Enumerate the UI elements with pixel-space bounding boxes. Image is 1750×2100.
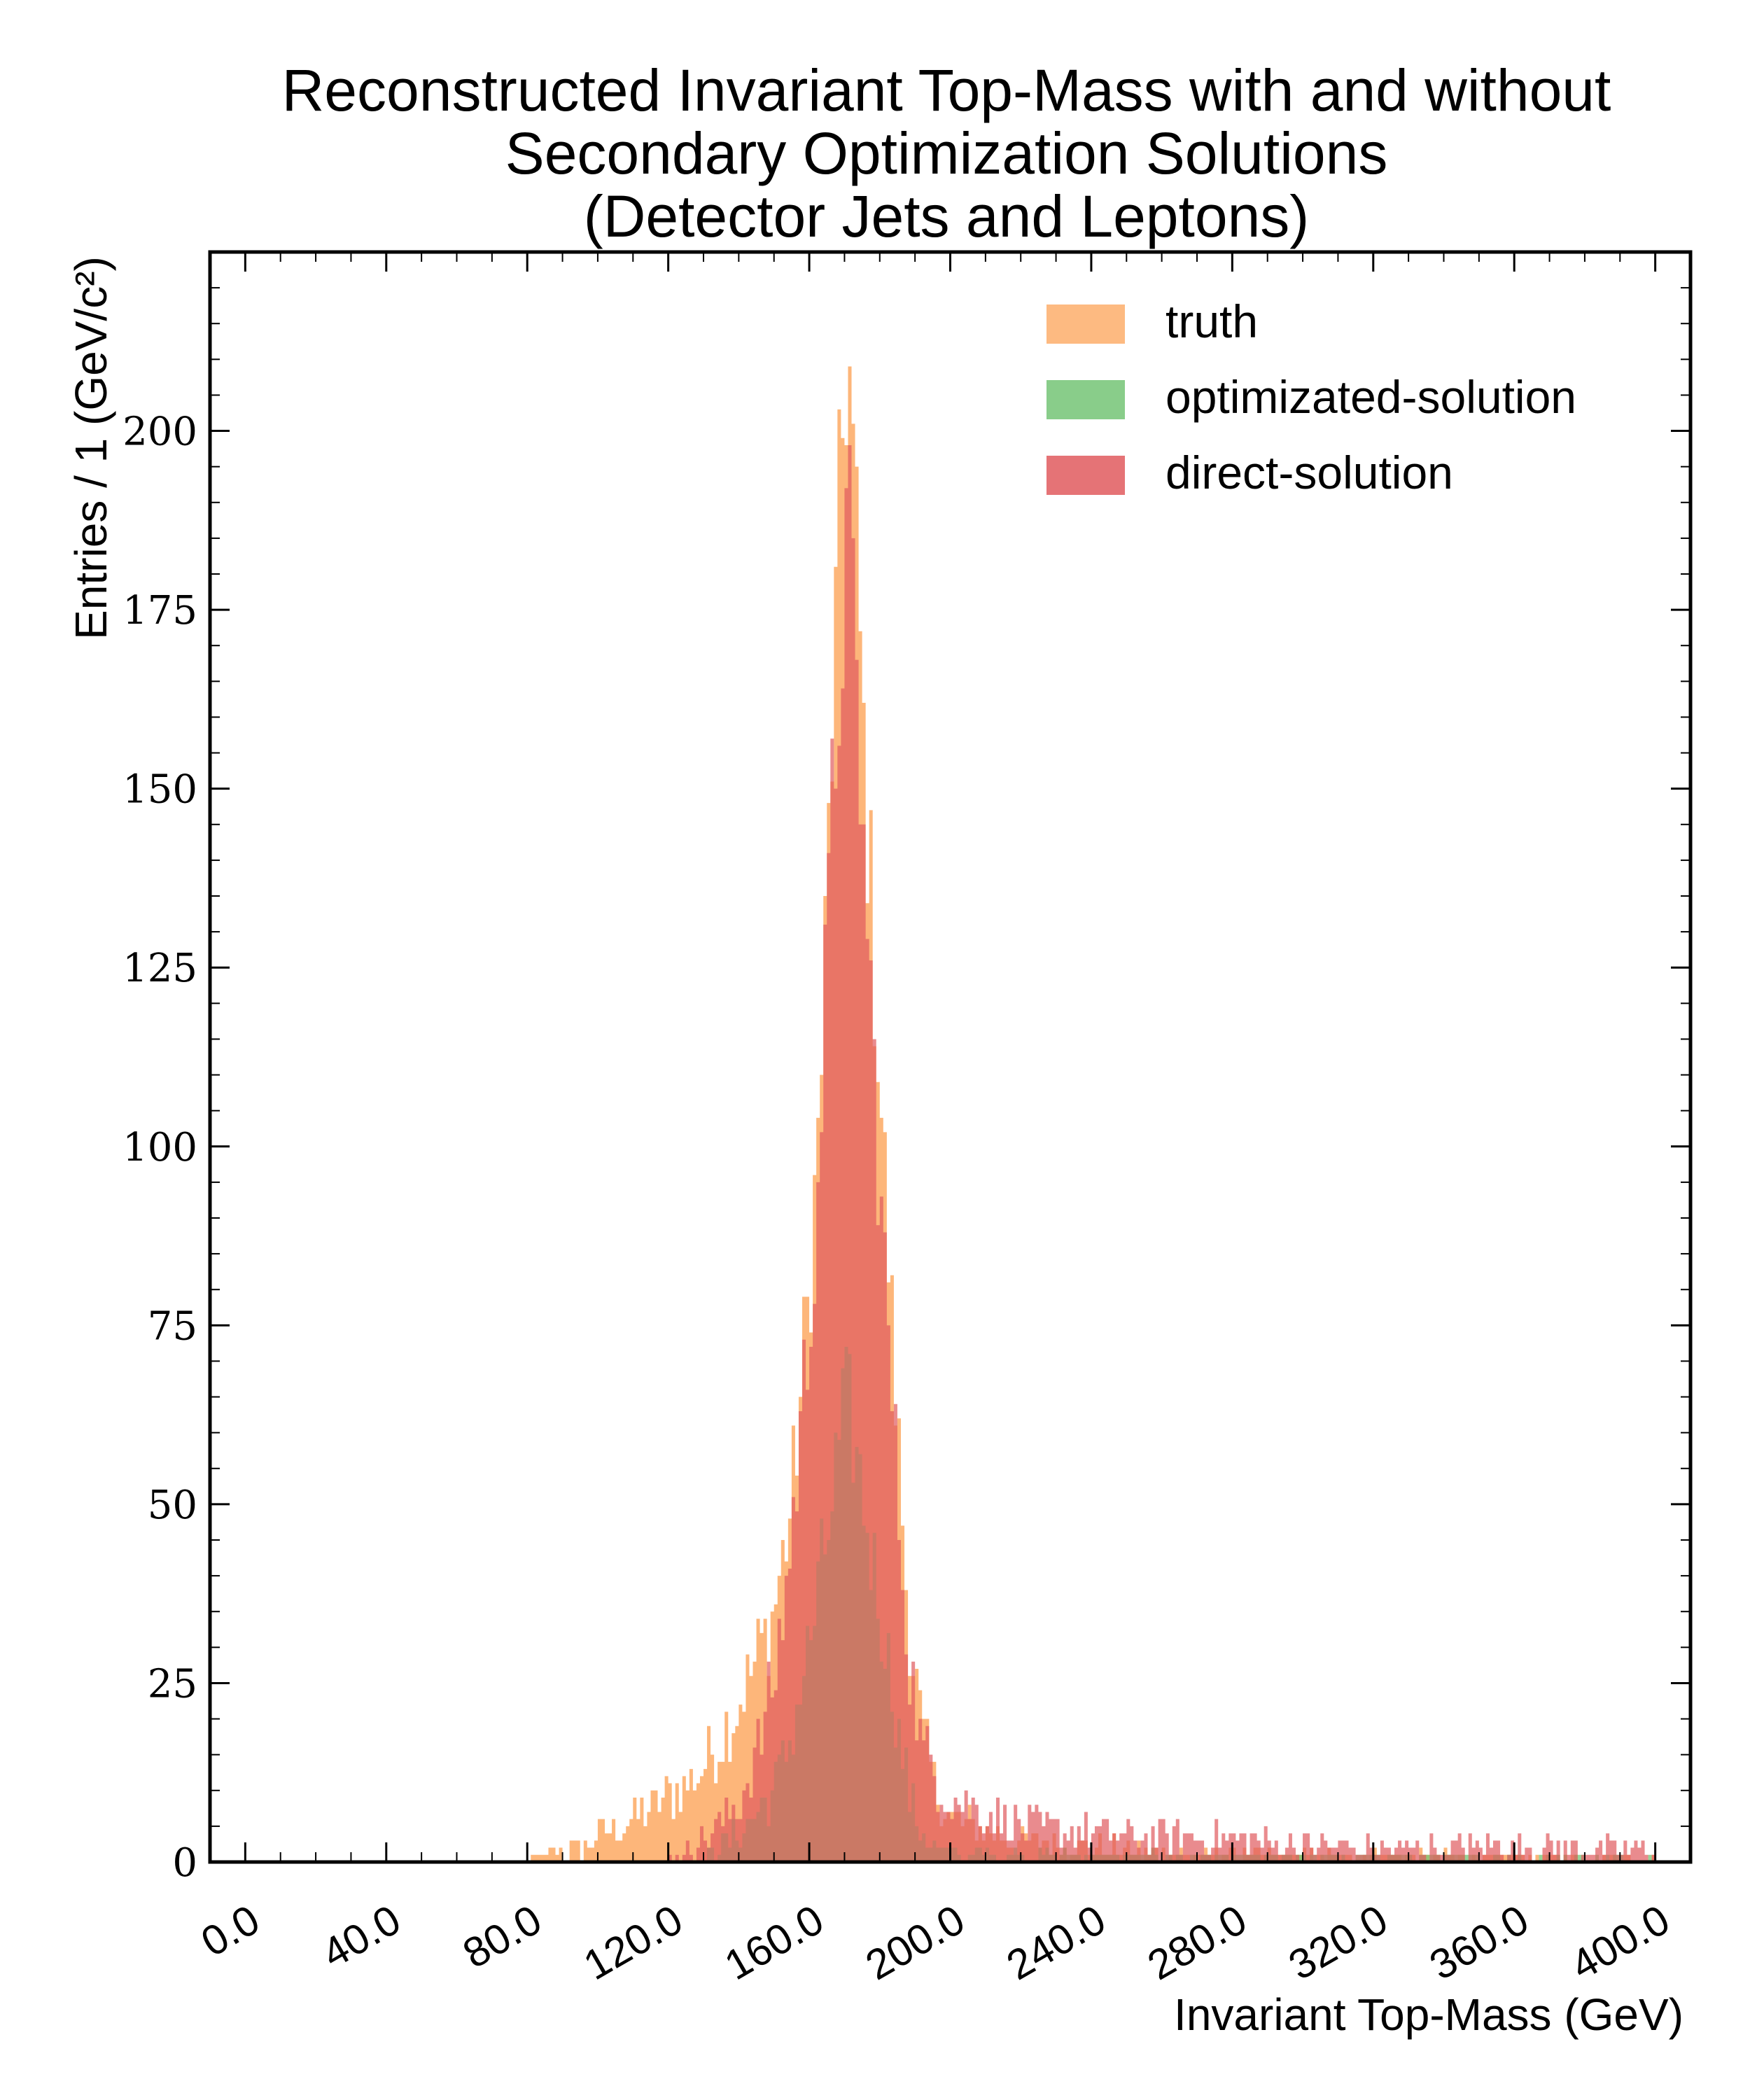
legend-swatch-truth [1046, 304, 1125, 344]
series-bars-truth [531, 366, 1656, 1862]
axis-ticks [210, 252, 1690, 1863]
xtick-label: 0.0 [193, 1896, 267, 1966]
ytick-label: 150 [122, 767, 197, 813]
histogram-bars [531, 366, 1656, 1862]
legend-label-optimizated-solution: optimizated-solution [1166, 371, 1576, 423]
y-tick-labels: 0 25 50 75 100 125 150 175 200 [122, 410, 197, 1886]
legend-swatch-direct-solution [1046, 456, 1125, 495]
y-axis-label-text: Entries / 1 (GeV/c²) [66, 256, 116, 640]
ytick-label: 0 [172, 1840, 197, 1886]
ytick-label: 175 [122, 588, 197, 634]
plot-frame [208, 250, 1693, 1864]
title-line-1: Reconstructed Invariant Top-Mass with an… [282, 57, 1611, 123]
chart-title: Reconstructed Invariant Top-Mass with an… [282, 57, 1611, 249]
title-line-3: (Detector Jets and Leptons) [584, 183, 1310, 249]
legend-label-direct-solution: direct-solution [1166, 447, 1453, 498]
xtick-label: 120.0 [576, 1896, 691, 1989]
xtick-label: 280.0 [1140, 1896, 1254, 1989]
ytick-label: 100 [122, 1125, 197, 1170]
ytick-label: 50 [148, 1483, 197, 1528]
legend-swatch-optimizated-solution [1046, 380, 1125, 419]
legend: truth optimizated-solution direct-solution [1046, 295, 1576, 498]
xtick-label: 240.0 [999, 1896, 1114, 1989]
ytick-label: 200 [122, 410, 197, 455]
xtick-label: 160.0 [717, 1896, 832, 1989]
xtick-label: 360.0 [1422, 1896, 1536, 1989]
xtick-label: 200.0 [858, 1896, 972, 1989]
series-bars-direct-solution [668, 445, 1656, 1862]
x-tick-labels: 0.0 40.0 80.0 120.0 160.0 200.0 240.0 280.0 320.… [193, 1896, 1677, 1989]
x-axis-label: Invariant Top-Mass (GeV) [1174, 1989, 1684, 2040]
ytick-label: 25 [148, 1661, 197, 1707]
ytick-label: 75 [148, 1303, 197, 1349]
xtick-label: 320.0 [1281, 1896, 1396, 1989]
xtick-label: 40.0 [314, 1896, 409, 1977]
title-line-2: Secondary Optimization Solutions [505, 120, 1388, 186]
y-axis-label: Entries / 1 (GeV/c²) [66, 256, 116, 640]
legend-label-truth: truth [1166, 295, 1258, 347]
xtick-label: 80.0 [455, 1896, 550, 1977]
xtick-label: 400.0 [1563, 1896, 1678, 1989]
ytick-label: 125 [122, 946, 197, 991]
